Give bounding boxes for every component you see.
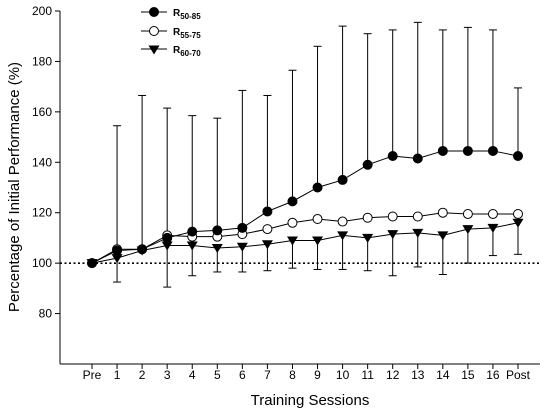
x-tick-label-8: 8 <box>289 368 296 382</box>
legend-marker-3 <box>148 45 160 55</box>
point-s2-9 <box>312 214 323 225</box>
point-s1-2 <box>137 244 148 255</box>
legend-label-2-main: R <box>173 27 181 38</box>
series-lines <box>91 150 519 264</box>
legend-marker-2 <box>149 26 159 36</box>
series-line-1 <box>91 150 519 264</box>
x-tick-label-11: 11 <box>361 368 374 382</box>
point-s2-8 <box>287 217 298 228</box>
point-s2-7 <box>262 224 273 235</box>
x-tick-label-10: 10 <box>336 368 350 382</box>
point-s3-1 <box>111 254 123 264</box>
point-s1-11 <box>362 159 373 170</box>
legend-label-1-sub: 50-85 <box>180 12 201 21</box>
legend-item-3: R60-70 <box>141 45 201 58</box>
legend-label-2-sub: 55-75 <box>180 31 201 40</box>
point-s2-16 <box>487 208 498 219</box>
point-s3-8 <box>286 236 298 246</box>
point-s1-8 <box>287 196 298 207</box>
point-s1-16 <box>487 145 498 156</box>
point-s1-13 <box>412 153 423 164</box>
x-tick-label-13: 13 <box>411 368 425 382</box>
x-tick-label-3: 3 <box>164 368 171 382</box>
point-s3-6 <box>236 242 248 252</box>
legend-label-1: R50-85 <box>173 8 201 21</box>
point-s3-9 <box>312 236 324 246</box>
y-tick-label-120: 120 <box>32 206 52 220</box>
point-s3-16 <box>487 223 499 233</box>
x-ticks: Pre 1 2 3 4 5 6 7 8 9 10 11 12 13 14 15 16 Post <box>83 364 531 382</box>
point-s3-11 <box>362 233 374 243</box>
point-s3-3 <box>161 241 173 251</box>
point-s1-4 <box>187 226 198 237</box>
legend-label-2: R55-75 <box>173 27 201 40</box>
point-s1-3 <box>162 232 173 243</box>
legend-label-3: R60-70 <box>173 45 201 58</box>
x-tick-label-4: 4 <box>189 368 196 382</box>
legend-marker-1 <box>149 7 159 17</box>
y-ticks: 80 100 120 140 160 180 200 <box>32 4 60 321</box>
legend-label-3-main: R <box>173 45 181 56</box>
series-markers <box>86 145 524 269</box>
x-tick-label-6: 6 <box>239 368 246 382</box>
y-axis-label: Percentage of Initial Performance (%) <box>6 62 23 312</box>
x-tick-label-Post: Post <box>506 368 531 382</box>
point-s1-1 <box>112 245 123 256</box>
point-s3-13 <box>412 228 424 238</box>
point-s1-17 <box>513 150 523 161</box>
point-s3-12 <box>387 230 399 240</box>
y-tick-label-140: 140 <box>32 155 52 169</box>
point-s3-4 <box>186 241 198 251</box>
x-tick-label-15: 15 <box>461 368 475 382</box>
axes <box>59 11 540 365</box>
y-tick-label-180: 180 <box>32 54 52 68</box>
x-tick-label-5: 5 <box>214 368 221 382</box>
point-s1-0 <box>87 258 97 269</box>
point-s3-17 <box>512 218 524 228</box>
series-line-3 <box>91 222 519 264</box>
y-tick-label-160: 160 <box>32 105 52 119</box>
x-tick-label-16: 16 <box>486 368 500 382</box>
point-s3-5 <box>211 244 223 254</box>
point-s3-7 <box>261 240 273 250</box>
point-s2-11 <box>362 212 373 223</box>
x-tick-label-1: 1 <box>114 368 121 382</box>
legend-item-1: R50-85 <box>141 7 201 21</box>
point-s3-10 <box>337 231 349 241</box>
x-tick-label-2: 2 <box>139 368 146 382</box>
point-s1-12 <box>387 150 398 161</box>
point-s2-12 <box>387 211 398 222</box>
y-tick-label-200: 200 <box>32 4 52 18</box>
legend-item-2: R55-75 <box>141 26 201 40</box>
x-tick-label-9: 9 <box>314 368 321 382</box>
point-s2-10 <box>337 216 348 227</box>
point-s3-14 <box>437 231 449 241</box>
x-tick-label-14: 14 <box>436 368 450 382</box>
error-bars <box>113 21 522 288</box>
point-s1-7 <box>262 206 273 217</box>
point-s1-14 <box>437 145 448 156</box>
legend-label-3-sub: 60-70 <box>180 49 201 58</box>
point-s2-13 <box>412 211 423 222</box>
x-axis-label: Training Sessions <box>251 392 370 409</box>
point-s2-15 <box>462 208 473 219</box>
series-line-2 <box>91 212 518 264</box>
x-tick-label-Pre: Pre <box>83 368 102 382</box>
x-tick-label-7: 7 <box>264 368 271 382</box>
point-s2-17 <box>513 208 523 219</box>
y-tick-label-80: 80 <box>39 307 53 321</box>
legend: R50-85 R55-75 R60-70 <box>141 7 201 58</box>
point-s2-14 <box>437 207 448 218</box>
point-s1-15 <box>462 145 473 156</box>
point-s1-6 <box>237 222 248 233</box>
x-tick-label-12: 12 <box>386 368 400 382</box>
y-tick-label-100: 100 <box>32 256 52 270</box>
point-s3-15 <box>462 225 474 235</box>
point-s1-5 <box>212 225 223 236</box>
point-s1-10 <box>337 174 348 185</box>
point-s1-9 <box>312 182 323 193</box>
legend-label-1-main: R <box>173 8 181 19</box>
